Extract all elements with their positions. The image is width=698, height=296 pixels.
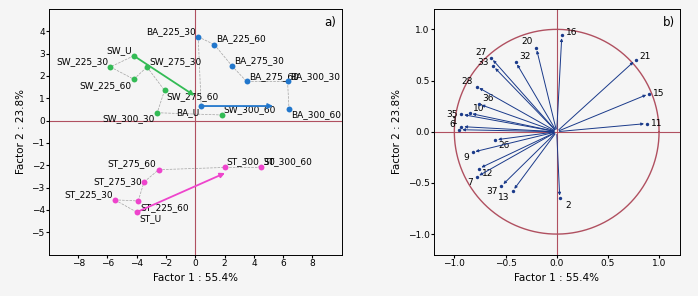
Text: 26: 26 (498, 141, 510, 149)
Point (109, 197, 120, 202)
Text: 10: 10 (473, 104, 484, 113)
Text: ST_300_60: ST_300_60 (263, 157, 312, 166)
Text: 21: 21 (639, 52, 651, 62)
Text: SW_300_30: SW_300_30 (103, 115, 155, 123)
Point (467, 150, 478, 155)
Point (641, 121, 653, 126)
Point (464, 111, 475, 116)
Text: BA_300_30: BA_300_30 (290, 72, 340, 81)
Text: b): b) (662, 16, 675, 29)
Point (473, 102, 484, 107)
Point (283, 107, 295, 112)
Point (510, 60, 521, 65)
Text: BA_225_60: BA_225_60 (216, 35, 267, 44)
X-axis label: Factor 1 : 55.4%: Factor 1 : 55.4% (153, 273, 238, 283)
Text: ST_275_60: ST_275_60 (107, 160, 156, 169)
Point (105, 65, 116, 69)
Point (456, 112, 467, 117)
Text: ST_225_30: ST_225_30 (64, 190, 112, 200)
Point (216, 112, 228, 117)
X-axis label: Factor 1 : 55.4%: Factor 1 : 55.4% (514, 273, 599, 283)
Y-axis label: Factor 2 : 23.8%: Factor 2 : 23.8% (392, 89, 402, 174)
Point (219, 165, 230, 170)
Point (128, 77, 140, 82)
Point (131, 210, 142, 215)
Point (151, 110, 163, 115)
Point (195, 104, 207, 108)
Text: BA_300_60: BA_300_60 (291, 110, 341, 119)
Text: a): a) (324, 16, 336, 29)
Text: 35: 35 (446, 110, 457, 119)
Text: 20: 20 (522, 37, 533, 46)
Point (556, 33, 567, 38)
Point (488, 64, 499, 69)
Point (507, 189, 518, 194)
Text: SW_225_60: SW_225_60 (80, 81, 132, 90)
Text: SW_275_60: SW_275_60 (167, 92, 219, 101)
Point (226, 63, 237, 68)
Text: 9: 9 (463, 153, 468, 162)
Text: 32: 32 (519, 52, 530, 62)
Text: SW_225_30: SW_225_30 (56, 57, 108, 67)
Text: BA_225_30: BA_225_30 (147, 27, 196, 36)
Point (490, 138, 501, 142)
Text: SW_U: SW_U (106, 46, 132, 55)
Text: ST_225_60: ST_225_60 (140, 203, 189, 212)
Text: 2: 2 (565, 201, 570, 210)
Point (282, 79, 293, 84)
Point (454, 127, 465, 132)
Text: 15: 15 (653, 89, 664, 98)
Text: 36: 36 (482, 94, 493, 104)
Point (630, 58, 641, 62)
Point (471, 84, 482, 89)
Text: ST_300_30: ST_300_30 (227, 157, 276, 166)
Point (496, 184, 507, 188)
Text: 33: 33 (477, 58, 489, 67)
Point (456, 124, 467, 129)
Text: 13: 13 (498, 193, 510, 202)
Text: BA_275_30: BA_275_30 (234, 56, 284, 65)
Point (486, 56, 497, 60)
Point (554, 196, 565, 201)
Text: SW_300_60: SW_300_60 (224, 106, 276, 115)
Point (530, 45, 542, 50)
Y-axis label: Factor 2 : 23.8%: Factor 2 : 23.8% (16, 89, 26, 174)
Point (133, 199, 144, 203)
Point (209, 42, 220, 47)
Point (644, 91, 655, 96)
Point (153, 167, 164, 172)
Point (193, 34, 204, 39)
Text: SW_275_30: SW_275_30 (149, 57, 202, 67)
Text: 27: 27 (476, 49, 487, 57)
Point (159, 88, 170, 93)
Point (471, 174, 482, 179)
Text: 6: 6 (450, 120, 455, 129)
Point (142, 65, 153, 69)
Point (473, 166, 484, 171)
Text: 37: 37 (486, 186, 498, 196)
Text: 12: 12 (482, 169, 493, 178)
Point (241, 79, 252, 84)
Text: 7: 7 (467, 178, 473, 187)
Point (255, 165, 267, 170)
Text: ST_U: ST_U (139, 214, 161, 223)
Text: 11: 11 (651, 119, 662, 128)
Text: BA_275_60: BA_275_60 (248, 72, 299, 81)
Text: ST_275_30: ST_275_30 (93, 178, 142, 186)
Text: 1: 1 (452, 117, 457, 126)
Text: 16: 16 (566, 28, 577, 37)
Text: BA_U: BA_U (176, 108, 199, 117)
Point (128, 53, 140, 58)
Point (138, 180, 149, 184)
Text: 28: 28 (461, 77, 473, 86)
